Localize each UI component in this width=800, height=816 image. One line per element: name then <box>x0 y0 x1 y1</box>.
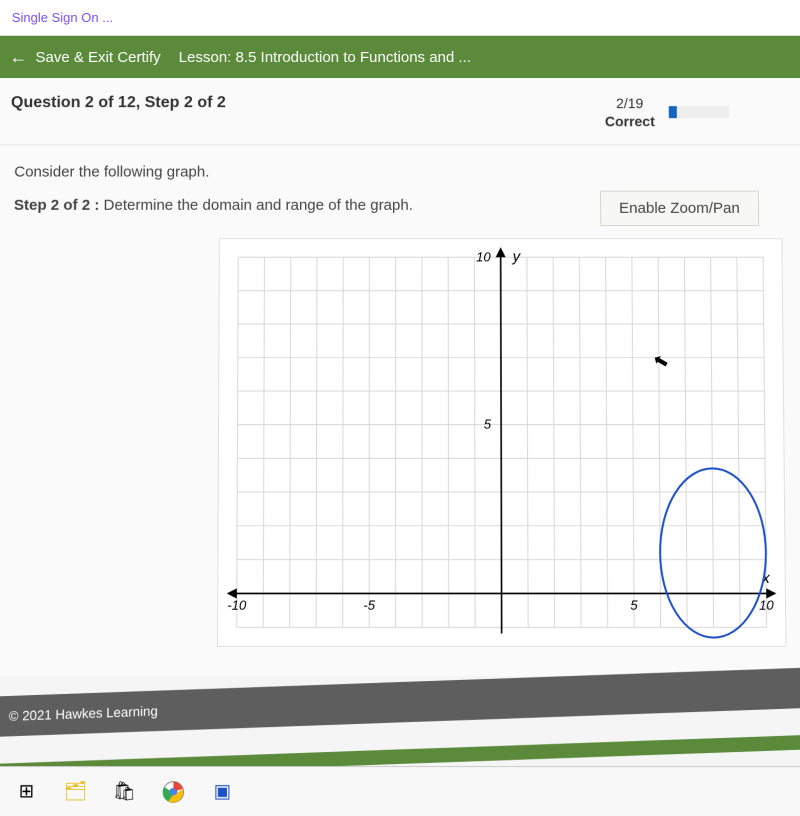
score-fraction: 2/19 <box>605 94 655 112</box>
coordinate-graph[interactable]: -10-5510510yx <box>218 240 785 647</box>
step-label: Step 2 of 2 : <box>14 197 100 214</box>
svg-text:10: 10 <box>476 250 491 265</box>
svg-text:-5: -5 <box>363 598 376 613</box>
back-arrow-icon[interactable]: ← <box>9 46 27 67</box>
app-icon[interactable]: ▣ <box>208 777 237 806</box>
step-text: Determine the domain and range of the gr… <box>99 197 413 214</box>
prompt-text: Consider the following graph. <box>14 164 786 181</box>
lesson-title: Lesson: 8.5 Introduction to Functions an… <box>179 48 471 65</box>
task-view-icon[interactable]: ⊞ <box>12 777 41 806</box>
graph-panel: Enable Zoom/Pan -10-5510510yx ⬉ <box>217 239 786 648</box>
copyright-text: © 2021 Hawkes Learning <box>9 703 158 724</box>
question-number: Question 2 of 12, Step 2 of 2 <box>11 94 226 112</box>
progress-bar <box>669 106 729 118</box>
windows-taskbar[interactable]: ⊞ 🗂 🛍 ▣ <box>0 766 800 816</box>
score-block: 2/19 Correct <box>605 94 655 131</box>
progress-fill <box>669 106 678 118</box>
svg-text:5: 5 <box>484 417 492 432</box>
svg-text:-10: -10 <box>227 598 247 613</box>
chrome-icon[interactable] <box>159 777 188 806</box>
content-area: Consider the following graph. Step 2 of … <box>0 146 800 677</box>
score-label: Correct <box>605 112 655 130</box>
copyright-footer: © 2021 Hawkes Learning <box>0 668 800 737</box>
browser-tab-bar: Single Sign On ... <box>0 0 800 36</box>
zoom-pan-button[interactable]: Enable Zoom/Pan <box>600 191 759 226</box>
save-exit-link[interactable]: Save & Exit Certify <box>35 48 160 65</box>
svg-text:5: 5 <box>630 598 638 613</box>
lesson-top-bar: ← Save & Exit Certify Lesson: 8.5 Introd… <box>0 36 800 78</box>
svg-text:10: 10 <box>759 598 775 613</box>
store-icon[interactable]: 🛍 <box>110 777 139 806</box>
file-explorer-icon[interactable]: 🗂 <box>61 777 90 806</box>
question-header: Question 2 of 12, Step 2 of 2 2/19 Corre… <box>0 78 800 146</box>
tab-hint: Single Sign On ... <box>12 10 113 25</box>
